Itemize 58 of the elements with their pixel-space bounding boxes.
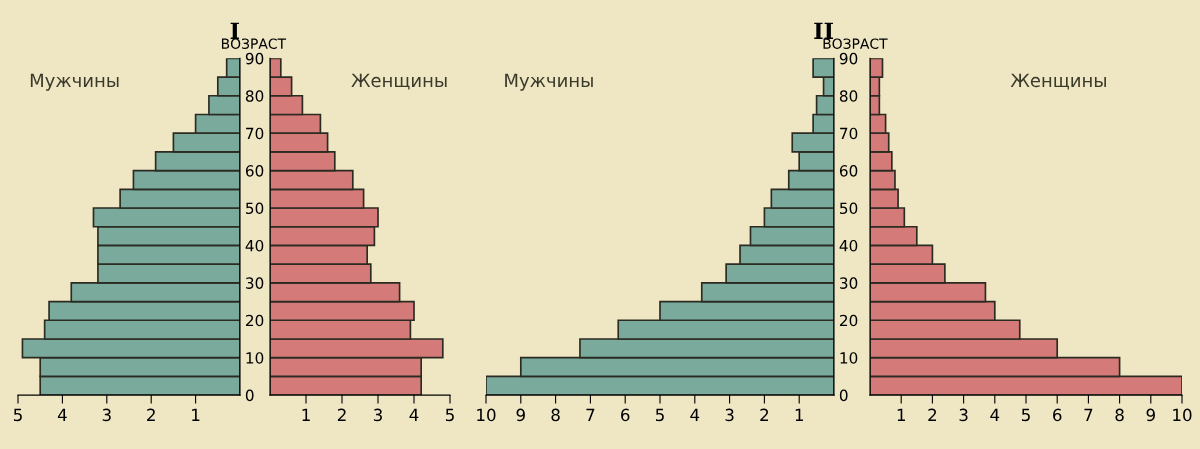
y-tick-label: 90 [839, 52, 858, 65]
x-tick-label: 3 [959, 408, 968, 422]
y-tick-label: 40 [245, 239, 264, 252]
y-tick-label: 70 [246, 127, 264, 140]
x-tick-label: 8 [1115, 408, 1124, 422]
x-tick-label: 4 [690, 408, 700, 421]
x-tick-label: 5 [655, 408, 664, 422]
y-tick-label: 50 [840, 202, 858, 215]
x-tick-label: 1 [897, 408, 905, 421]
x-tick-label: 4 [57, 408, 67, 421]
x-tick-label: 7 [1084, 408, 1093, 421]
x-tick-label: 7 [586, 408, 595, 421]
y-tick-label: 20 [839, 314, 858, 327]
x-tick-label: 5 [1021, 408, 1030, 422]
x-tick-label: 1 [302, 408, 310, 421]
x-tick-label: 10 [1173, 408, 1192, 422]
y-axis-title: ВОЗРАСТ [221, 38, 287, 49]
x-tick-label: 6 [621, 408, 630, 422]
y-tick-label: 50 [246, 202, 264, 215]
x-tick-label: 2 [760, 408, 769, 421]
x-tick-label: 3 [373, 408, 382, 422]
text: Мужчины [30, 73, 119, 91]
y-tick-label: 10 [246, 352, 264, 364]
text: Женщины [1010, 73, 1106, 90]
y-tick-label: 30 [246, 277, 264, 289]
y-axis-title: ВОЗРАСТ [823, 38, 888, 49]
y-tick-label: 0 [245, 389, 254, 402]
x-tick-label: 6 [1053, 408, 1062, 422]
x-tick-label: 4 [990, 408, 1000, 421]
x-tick-label: 2 [928, 408, 937, 421]
x-tick-label: 1 [192, 408, 200, 421]
x-tick-label: 8 [551, 408, 560, 422]
x-tick-label: 4 [409, 408, 419, 421]
x-tick-label: 5 [13, 408, 22, 422]
text: Мужчины [505, 73, 593, 91]
y-tick-label: 60 [839, 165, 858, 177]
y-tick-label: 40 [839, 239, 858, 252]
y-tick-label: 90 [245, 52, 264, 65]
y-tick-label: 70 [840, 127, 858, 140]
x-tick-label: 2 [147, 408, 155, 421]
y-tick-label: 0 [839, 389, 848, 402]
y-tick-label: 10 [840, 352, 858, 364]
y-tick-label: 60 [245, 165, 264, 177]
text: Женщины [351, 73, 447, 90]
x-tick-label: 3 [725, 408, 734, 422]
x-tick-label: 9 [516, 408, 525, 422]
y-tick-label: 20 [245, 314, 264, 327]
chart-title: I [230, 22, 239, 39]
x-tick-label: 9 [1146, 408, 1155, 422]
x-tick-label: 3 [102, 408, 111, 422]
y-tick-label: 30 [840, 277, 858, 289]
x-tick-label: 2 [337, 408, 346, 421]
y-tick-label: 80 [245, 90, 264, 102]
x-tick-label: 1 [795, 408, 803, 421]
y-tick-label: 80 [839, 90, 858, 102]
x-tick-label: 5 [445, 408, 454, 422]
x-tick-label: 10 [477, 408, 496, 422]
chart-title: II [814, 22, 833, 39]
